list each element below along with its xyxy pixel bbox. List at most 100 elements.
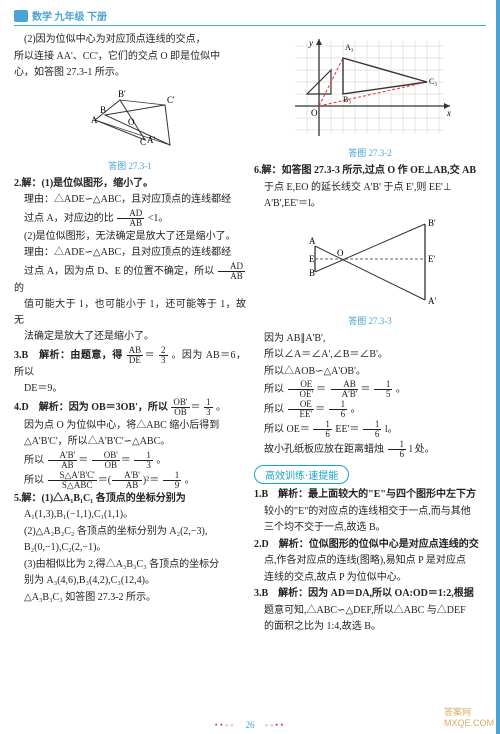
right-column: A₃C₃B₃ Oxy 答图 27.3-2 6.解：如答图 27.3-3 所示,过… (254, 32, 486, 636)
denom: 3 (134, 461, 153, 470)
svg-text:A₃: A₃ (345, 43, 354, 52)
denom: AB (117, 219, 144, 228)
q4-line: 所以 A'B'AB＝ OB'OB＝ 13 。 (14, 451, 246, 470)
numer: S△A'B'C' (48, 471, 97, 481)
q6-line: 6.解：如答图 27.3-3 所示,过点 O 作 OE⊥AB,交 AB (254, 163, 486, 179)
side-accent-bar (496, 0, 500, 734)
denom: OB (172, 408, 189, 417)
fraction: A'B'AB (112, 471, 142, 490)
numer: AD (218, 262, 245, 272)
denom: AB (218, 272, 245, 281)
fraction: 16 (388, 440, 407, 459)
figure-label: 答图 27.3-3 (254, 314, 486, 327)
svg-text:A': A' (428, 296, 436, 306)
footer-deco-right: ◦◦•• (265, 720, 286, 730)
denom: 5 (374, 390, 393, 399)
fraction: ADAB (218, 262, 245, 281)
svg-text:C₃: C₃ (429, 77, 437, 86)
denom: A'B' (330, 390, 360, 399)
page-content: 数学 九年级 下册 (2)因为位似中心为对应顶点连线的交点， 所以连接 AA'、… (0, 0, 500, 644)
text: 过点 A，因为点 D、E 的位置不确定，所以 (24, 265, 217, 276)
numer: AB (127, 346, 144, 356)
q5-line: B₂(0,−1),C₂(2,−1)。 (14, 540, 246, 556)
figure-27-3-3: AB B'A' EE' O 答图 27.3-3 (254, 216, 486, 327)
page-footer: ••◦◦ 26 ◦◦•• (0, 720, 500, 730)
q5-line: 别为 A₃(4,6),B₃(4,2),C₃(12,4)。 (14, 573, 246, 589)
fraction: 16 (329, 400, 348, 419)
svg-text:O: O (337, 248, 344, 258)
numer: AD (117, 209, 144, 219)
denom: AB (49, 461, 76, 470)
q4-line: 所以 S△A'B'C'S△ABC＝(A'B'AB)²＝ 19 。 (14, 471, 246, 490)
text: 。 (351, 404, 361, 415)
t1-line: 较小的"E"的对应点的连线相交于一点,而与其他 (254, 504, 486, 520)
q2-line: 值可能大于 1，也可能小于 1，还可能等于 1，故无 (14, 297, 246, 328)
t3-line: 3.B 解析：因为 AD＝DA,所以 OA:OD＝1:2,根据 (254, 586, 486, 602)
r-line: 所以△AOB∽△A'OB'。 (254, 364, 486, 380)
r-line: 所以 OEOE'＝ ABA'B'＝ 15 。 (254, 380, 486, 399)
fraction: ABDE (127, 346, 144, 365)
text: l 处。 (410, 444, 435, 455)
fraction: 16 (313, 420, 332, 439)
text: l。 (385, 424, 398, 435)
figure-label: 答图 27.3-2 (254, 146, 486, 159)
text: 过点 A，对应边的比 (24, 212, 116, 223)
svg-text:E: E (309, 254, 315, 264)
numer: 1 (163, 471, 182, 481)
text: 5.解：(1)△A₁B₁C₁ 各顶点的坐标分别为 (14, 493, 186, 504)
figure-label: 答图 27.3-1 (14, 159, 246, 172)
q3-line: DE＝9。 (14, 381, 246, 397)
text: 4.D 解析：因为 OB＝3OB'，所以 (14, 401, 170, 412)
t2-line: 连线的交点,故点 P 为位似中心。 (254, 570, 486, 586)
section-heading: 高效训练·速提能 (254, 465, 349, 484)
t1-line: 三个均不交于一点,故选 B。 (254, 520, 486, 536)
fraction: S△A'B'C'S△ABC (48, 471, 97, 490)
fraction: 23 (159, 346, 168, 365)
fraction: OB'OB (92, 451, 120, 470)
q4-line: 4.D 解析：因为 OB＝3OB'，所以 OB'OB＝ 13 。 (14, 398, 246, 417)
denom: 3 (204, 408, 213, 417)
text: 所以 (264, 384, 287, 395)
svg-text:O: O (311, 108, 318, 118)
denom: 6 (313, 430, 332, 439)
text: 所以 (24, 474, 47, 485)
q3-line: 3.B 解析：由题意，得 ABDE＝ 23 。因为 AB＝6，所以 (14, 346, 246, 381)
para: (2)因为位似中心为对应顶点连线的交点， (14, 32, 246, 48)
q4-line: 因为点 O 为位似中心，将△ABC 缩小后得到 (14, 418, 246, 434)
text: 。 (396, 384, 406, 395)
fraction: ABA'B' (330, 380, 360, 399)
fraction: 19 (163, 471, 182, 490)
text: 。 (185, 474, 195, 485)
text: EE'＝ (335, 424, 359, 435)
para: 所以连接 AA'、CC'，它们的交点 O 即是位似中 (14, 49, 246, 65)
q2-line: 过点 A，对应边的比 ADAB <1。 (14, 209, 246, 228)
watermark-icon: 答案网MXQE.COM (444, 705, 494, 728)
fraction: OEEE' (288, 400, 315, 419)
q5-line: A₁(1,3),B₁(−1,1),C₁(1,1)。 (14, 507, 246, 523)
t2-line: 点,作各对应点的连线(图略),易知点 P 是对应点 (254, 553, 486, 569)
t3-line: 题意可知,△ABC∽△DEF,所以△ABC 与△DEF (254, 603, 486, 619)
svg-text:E': E' (428, 254, 435, 264)
grid-triangle-diagram-icon: A₃C₃B₃ Oxy (285, 36, 455, 144)
q2-line: 2.解：(1)是位似图形，缩小了。 (14, 176, 246, 192)
svg-text:O: O (128, 117, 135, 127)
svg-text:B: B (100, 105, 106, 115)
q5-line: (3)由相似比为 2,得△A₃B₃C₃ 各顶点的坐标分 (14, 557, 246, 573)
fraction: A'B'AB (48, 451, 78, 470)
numer: 2 (159, 346, 168, 356)
svg-text:C: C (140, 137, 146, 147)
para: 心，如答图 27.3-1 所示。 (14, 65, 246, 81)
svg-text:B₃: B₃ (343, 95, 351, 104)
denom: 9 (163, 481, 182, 490)
fraction: OB'OB (171, 398, 189, 417)
numer: A'B' (48, 451, 78, 461)
svg-text:A: A (91, 115, 98, 125)
denom: OB (93, 461, 120, 470)
text: 。 (156, 454, 166, 465)
triangle-diagram-icon: AB' A'B C' OC (70, 85, 190, 157)
t1-line: 1.B 解析：最上面较大的"E"与四个图形中左下方 (254, 487, 486, 503)
header-subject: 数学 九年级 下册 (32, 8, 107, 23)
q2-line: 过点 A，因为点 D、E 的位置不确定，所以 ADAB 的 (14, 262, 246, 297)
r-line: 所以 OEEE'＝ 16 。 (254, 400, 486, 419)
q2-line: (2)是位似图形，无法确定是放大了还是缩小了。 (14, 229, 246, 245)
